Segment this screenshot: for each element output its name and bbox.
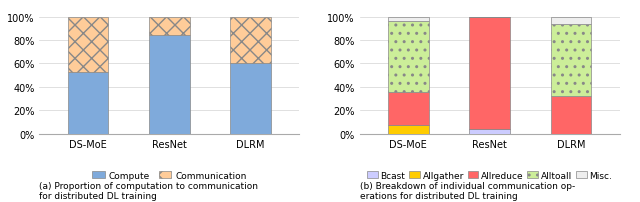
Text: (b) Breakdown of individual communication op-
erations for distributed DL traini: (b) Breakdown of individual communicatio…	[360, 181, 575, 200]
Legend: Compute, Communication: Compute, Communication	[89, 167, 250, 183]
Bar	[230, 17, 271, 64]
Bar	[550, 17, 591, 24]
Bar	[550, 97, 591, 134]
Bar	[388, 92, 429, 125]
Bar	[149, 17, 189, 36]
Text: (a) Proportion of computation to communication
for distributed DL training: (a) Proportion of computation to communi…	[39, 181, 259, 200]
Bar	[388, 17, 429, 22]
Bar	[388, 22, 429, 92]
Bar	[149, 36, 189, 134]
Legend: Bcast, Allgather, Allreduce, Alltoall, Misc.: Bcast, Allgather, Allreduce, Alltoall, M…	[364, 167, 616, 183]
Bar	[68, 17, 108, 72]
Bar	[230, 64, 271, 134]
Bar	[550, 24, 591, 97]
Bar	[68, 72, 108, 134]
Bar	[469, 129, 510, 134]
Bar	[469, 17, 510, 129]
Bar	[388, 125, 429, 134]
